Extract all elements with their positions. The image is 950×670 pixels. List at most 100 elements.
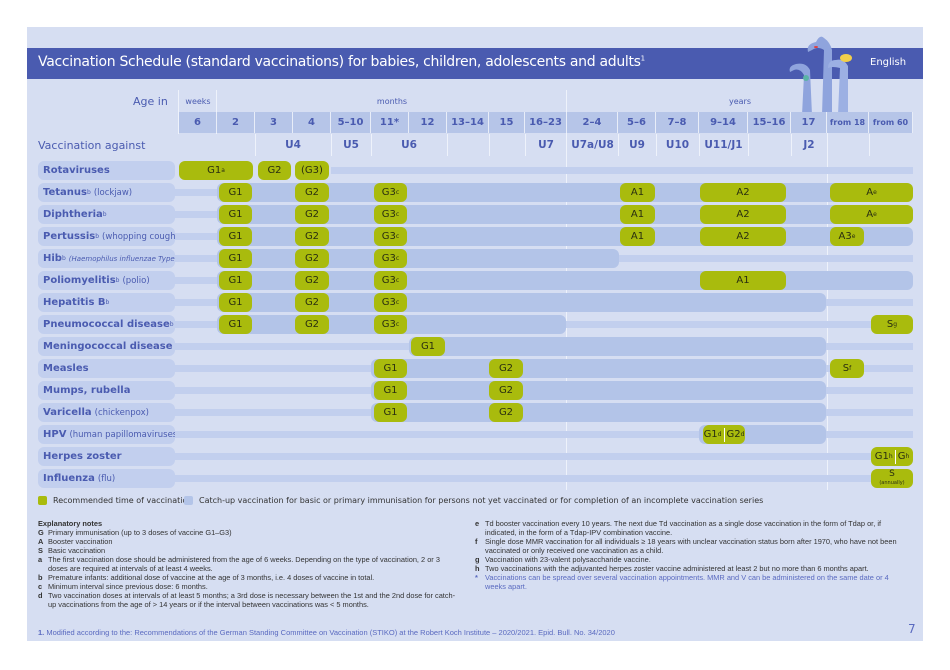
age-col-5-6y: 5–6 (618, 112, 656, 133)
age-col-13-14m: 13–14 (447, 112, 489, 133)
catchup-bar (409, 337, 826, 356)
dose-a1: A1 (620, 183, 655, 202)
blue-swatch-icon (184, 496, 193, 505)
note-item: S Basic vaccination (38, 546, 106, 555)
note-item: A Booster vaccination (38, 537, 113, 546)
dose-g1: G1 (374, 381, 407, 400)
row-track (175, 475, 913, 482)
note-item: * Vaccinations can be spread over several… (475, 573, 889, 591)
dose-g2: G2 (489, 403, 523, 422)
dose-a3-adult: A3 e (830, 227, 864, 246)
vaccine-row-varicella: Varicella (chickenpox) (38, 403, 175, 422)
vaccine-row-hpv: HPV (human papillomaviruses) (38, 425, 175, 444)
note-item: c Minimum interval since previous dose: 6… (38, 582, 208, 591)
row-track (175, 189, 220, 196)
checkup-u4: U4 (285, 139, 301, 151)
vaccine-row-pertussis: Pertussis b (whopping cough) (38, 227, 175, 246)
divider (371, 134, 372, 156)
dose-g1: G1 (374, 359, 407, 378)
dose-g1: G1 (219, 183, 252, 202)
vaccine-row-hib: Hib b (Haemophilus influenzae Type b) (38, 249, 175, 268)
vaccine-row-herpes-zoster: Herpes zoster (38, 447, 175, 466)
language-label[interactable]: English (870, 57, 907, 68)
page-number: 7 (908, 622, 916, 636)
dose-g2: G2 (489, 359, 523, 378)
title-bar (27, 48, 923, 79)
dose-g1: G1 (219, 293, 252, 312)
checkup-u6: U6 (401, 139, 417, 151)
explanatory-notes-right: e Td booster vaccination every 10 years. … (475, 519, 905, 591)
dose-g1: G1 (219, 249, 252, 268)
dose-g1: G1 (219, 271, 252, 290)
explanatory-notes-left: Explanatory notes G Primary immunisation … (38, 519, 458, 609)
age-in-label: Age in (133, 95, 168, 108)
dose-g1: G1 (219, 227, 252, 246)
dose-g3: G3 c (374, 271, 407, 290)
unit-years: years (728, 97, 751, 106)
age-col-9-14y: 9–14 (699, 112, 748, 133)
age-col-2-4y: 2–4 (567, 112, 618, 133)
row-track (175, 233, 220, 240)
row-track (175, 431, 913, 438)
age-col-from-18: from 18 (827, 112, 869, 133)
dose-a2: A2 (700, 227, 786, 246)
note-item: G Primary immunisation (up to 3 doses of … (38, 528, 232, 537)
note-item: e Td booster vaccination every 10 years. … (475, 519, 882, 537)
dose-g2: G2 (489, 381, 523, 400)
dose-g2: G2 (295, 227, 329, 246)
age-col-15-16y: 15–16 (748, 112, 791, 133)
dose-g2: G2 (295, 315, 329, 334)
dose-a2: A2 (700, 183, 786, 202)
dose-a1: A1 (620, 227, 655, 246)
green-swatch-icon (38, 496, 47, 505)
divider (699, 134, 700, 156)
row-track (175, 277, 220, 284)
dose-s-influenza: S (annually) (871, 469, 913, 488)
dose-g2-rotavirus: G2 (258, 161, 291, 180)
age-col-from-60: from 60 (869, 112, 913, 133)
dose-a1: A1 (700, 271, 786, 290)
dose-g1: G1 (219, 205, 252, 224)
divider (489, 134, 490, 156)
divider (566, 90, 567, 490)
vaccine-row-rotaviruses: Rotaviruses (38, 161, 175, 180)
dose-g2: G2 (295, 183, 329, 202)
age-col-3m: 3 (255, 112, 293, 133)
note-item: g Vaccination with 23-valent polysacchari… (475, 555, 651, 564)
checkup-u5: U5 (343, 139, 359, 151)
vaccine-row-poliomyelitis: Poliomyelitis b (polio) (38, 271, 175, 290)
checkup-u7a-u8: U7a/U8 (571, 139, 614, 151)
catchup-bar (371, 381, 826, 400)
dose-g1: G1 (219, 315, 252, 334)
note-item: a The first vaccination dose should be ad… (38, 555, 440, 573)
dose-g3: G3 c (374, 315, 407, 334)
footnote: 1. Modified according to the: Recommenda… (38, 628, 615, 637)
giraffe-mascot-icon (789, 36, 852, 115)
row-track (331, 167, 913, 174)
age-col-15m: 15 (489, 112, 525, 133)
note-item: h Two vaccinations with the adjuvanted he… (475, 564, 869, 573)
divider (791, 134, 792, 156)
dose-g2: G2 (295, 293, 329, 312)
dose-g1: G1 (411, 337, 445, 356)
vaccine-row-pneumococcal: Pneumococcal disease b (38, 315, 175, 334)
dose-g3: G3 c (374, 293, 407, 312)
age-col-6w: 6 (179, 112, 217, 133)
dose-g1-rotavirus: G1 a (179, 161, 253, 180)
divider (255, 134, 256, 156)
catchup-bar (371, 359, 826, 378)
notes-heading: Explanatory notes (38, 519, 103, 528)
row-track (175, 211, 220, 218)
unit-weeks: weeks (185, 97, 211, 106)
vaccine-row-meningococcal-c: Meningococcal disease C (38, 337, 175, 356)
vaccination-against-label: Vaccination against (38, 139, 146, 152)
vaccine-row-tetanus: Tetanus b (lockjaw) (38, 183, 175, 202)
dose-g3: G3 c (374, 249, 407, 268)
age-col-11m: 11* (371, 112, 409, 133)
checkup-u10: U10 (665, 139, 690, 151)
